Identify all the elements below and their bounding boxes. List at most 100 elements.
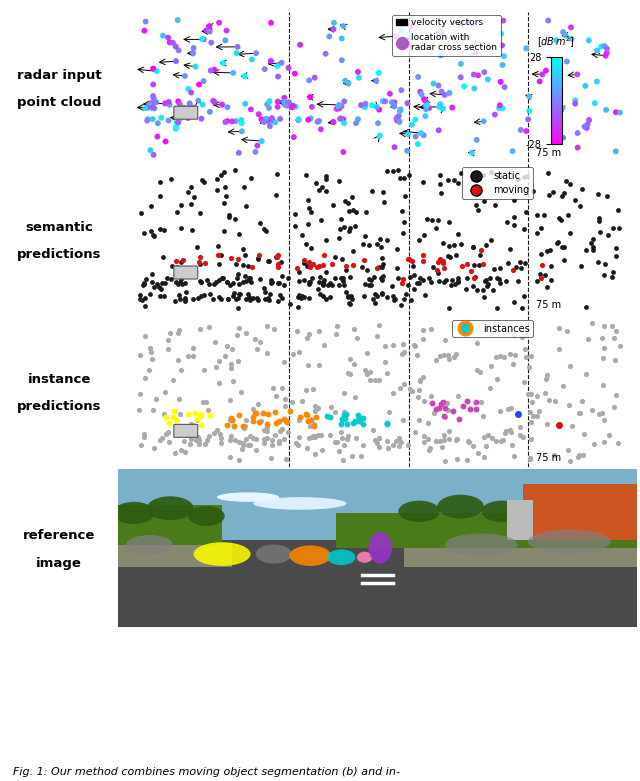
Point	[180, 276, 190, 289]
Point	[299, 256, 309, 269]
Point	[314, 184, 324, 196]
Point	[225, 394, 235, 406]
Point	[519, 170, 529, 183]
Point	[170, 255, 180, 267]
Point	[608, 266, 618, 278]
Point	[246, 103, 256, 116]
Point	[486, 432, 497, 444]
Point	[577, 183, 587, 195]
Point	[579, 448, 589, 461]
Point	[146, 199, 156, 212]
Point	[349, 391, 360, 404]
Point	[339, 412, 349, 424]
Point	[157, 251, 168, 263]
Point	[580, 244, 591, 256]
Point	[475, 366, 485, 379]
Point	[302, 441, 312, 454]
Point	[237, 125, 247, 137]
Point	[241, 275, 251, 287]
Point	[304, 431, 314, 444]
Point	[413, 414, 424, 426]
Point	[433, 80, 444, 92]
Point	[283, 426, 293, 438]
Point	[215, 427, 225, 440]
Point	[248, 432, 259, 444]
Point	[378, 258, 388, 270]
Point	[173, 289, 184, 301]
Point	[397, 337, 408, 350]
Point	[230, 212, 240, 225]
Point	[202, 274, 212, 287]
Point	[234, 408, 244, 421]
Point	[525, 453, 535, 465]
Point	[419, 394, 429, 407]
Point	[282, 453, 292, 465]
Point	[196, 112, 207, 125]
Point	[600, 49, 611, 62]
Point	[406, 294, 416, 306]
Point	[303, 255, 314, 268]
Point	[594, 216, 604, 228]
Point	[264, 255, 274, 268]
Point	[339, 279, 349, 291]
Point	[541, 64, 551, 77]
Ellipse shape	[445, 533, 518, 555]
Point	[344, 225, 354, 237]
Point	[419, 248, 429, 261]
Point	[194, 433, 204, 446]
Point	[445, 279, 456, 291]
Point	[221, 340, 232, 352]
Point	[588, 241, 598, 254]
Point	[291, 101, 301, 113]
Point	[399, 190, 410, 202]
Point	[273, 258, 284, 270]
Point	[345, 352, 355, 365]
Point	[365, 373, 375, 386]
Point	[341, 286, 351, 298]
Point	[601, 104, 611, 116]
Point	[468, 241, 478, 253]
Ellipse shape	[327, 549, 356, 565]
Point	[177, 277, 188, 290]
Point	[515, 421, 525, 433]
Point	[282, 415, 292, 428]
Point	[194, 437, 204, 450]
Point	[163, 31, 173, 44]
Point	[253, 253, 263, 266]
Point	[343, 367, 353, 380]
Point	[230, 434, 241, 447]
Point	[227, 115, 237, 127]
Point	[586, 404, 596, 416]
Point	[436, 398, 446, 411]
Point	[208, 293, 218, 305]
Point	[137, 294, 147, 306]
Point	[191, 433, 201, 446]
Point	[592, 44, 602, 56]
Point	[342, 433, 352, 445]
Point	[348, 204, 358, 216]
Point	[186, 198, 196, 211]
Point	[186, 86, 196, 98]
Point	[262, 255, 273, 267]
Text: radar input: radar input	[17, 69, 102, 81]
Point	[140, 330, 150, 342]
Text: point cloud: point cloud	[17, 95, 101, 109]
Point	[435, 27, 445, 39]
Point	[456, 237, 467, 250]
Point	[404, 271, 415, 284]
Point	[221, 24, 232, 37]
Point	[204, 20, 214, 32]
Point	[364, 238, 374, 251]
Point	[241, 414, 251, 426]
Point	[195, 276, 205, 288]
Point	[240, 249, 250, 262]
Point	[196, 419, 206, 431]
Point	[486, 41, 496, 53]
Point	[156, 112, 166, 124]
Point	[192, 413, 202, 426]
Point	[362, 205, 372, 218]
Point	[282, 99, 292, 112]
Point	[440, 411, 450, 423]
Point	[377, 288, 387, 301]
Point	[368, 424, 378, 437]
